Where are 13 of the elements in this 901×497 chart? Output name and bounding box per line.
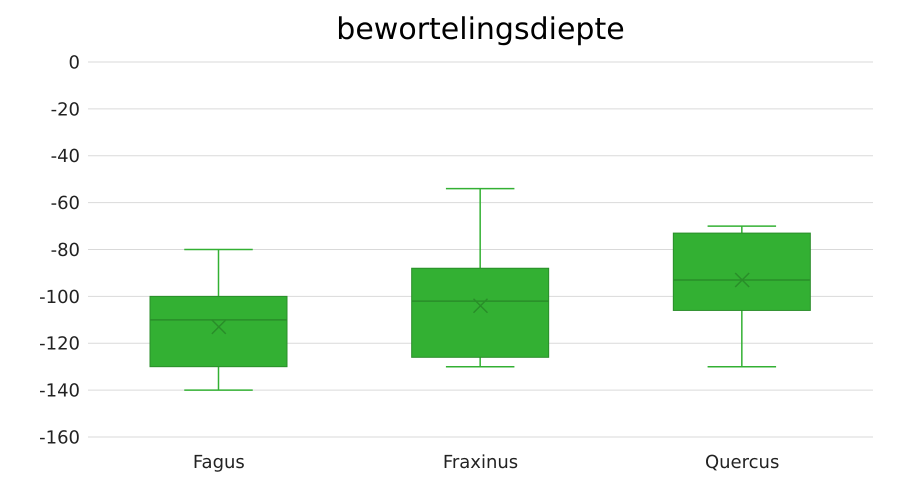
y-tick-label: -80 [50, 240, 80, 261]
y-tick-label: -20 [50, 99, 80, 120]
y-tick-label: -100 [39, 286, 80, 308]
y-tick-label: 0 [68, 52, 80, 74]
x-tick-label: Fagus [192, 452, 245, 473]
y-tick-label: -40 [50, 146, 80, 168]
y-tick-label: -120 [39, 334, 80, 355]
chart-title: bewortelingsdiepte [335, 11, 626, 49]
x-tick-label: Fraxinus [442, 452, 518, 473]
y-tick-label: -160 [39, 427, 80, 448]
x-tick-label: Quercus [704, 452, 780, 473]
y-tick-label: -60 [50, 193, 80, 214]
y-tick-label: -140 [39, 380, 80, 402]
